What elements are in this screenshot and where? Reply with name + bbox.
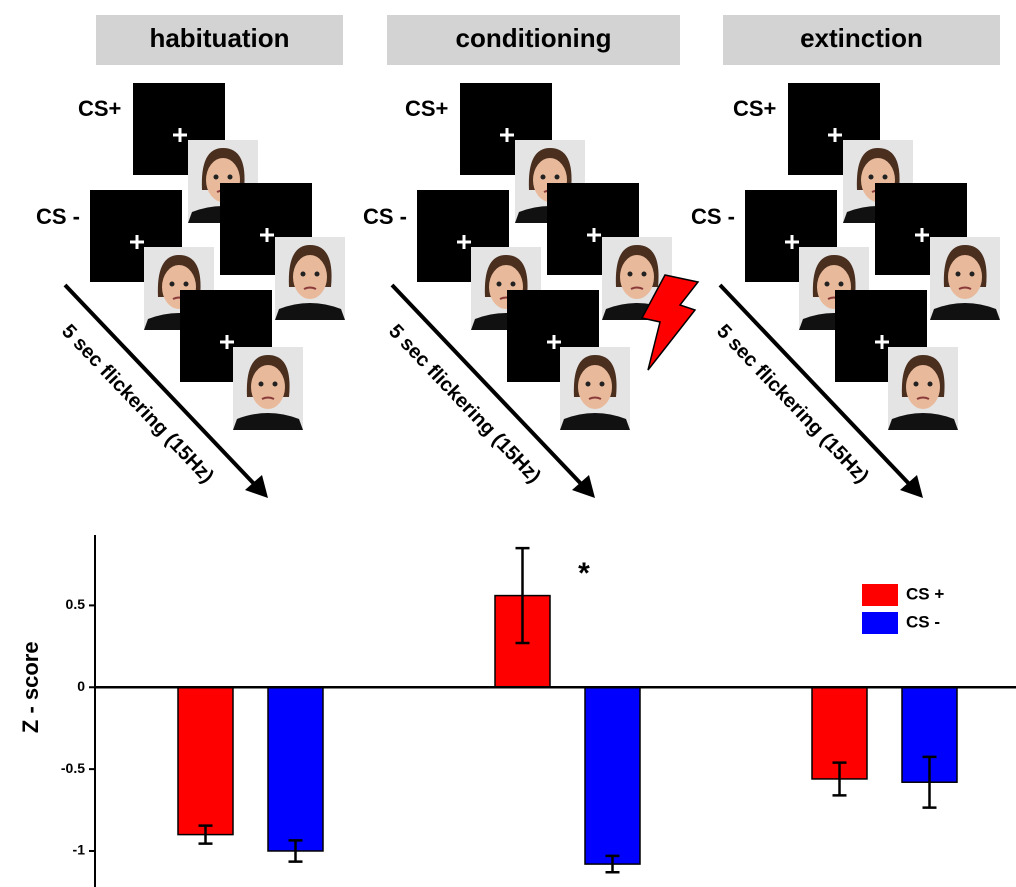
fixation-cross [173, 128, 187, 142]
bar [177, 686, 234, 836]
arrow-head [900, 475, 923, 498]
eye [824, 281, 830, 287]
face [293, 255, 327, 299]
eye [838, 281, 844, 287]
eye [496, 281, 502, 287]
error-bar [515, 546, 530, 645]
panel-title-bar [723, 15, 1000, 65]
shirt [275, 303, 345, 320]
time-arrow [390, 283, 587, 490]
panel-title-bar [387, 15, 680, 65]
legend-label: CS - [906, 612, 940, 631]
arrow-head [572, 475, 595, 498]
shirt [930, 303, 1000, 320]
arrow-head [245, 475, 268, 498]
cs-plus-label: CS+ [733, 96, 776, 121]
fixation-cross [587, 228, 601, 242]
fixation-cross [875, 335, 889, 349]
mouth [958, 286, 972, 290]
y-tick-label: 0.5 [66, 596, 86, 612]
fixation-cross [785, 235, 799, 249]
time-arrow [63, 283, 260, 490]
face [906, 365, 940, 409]
eye [599, 381, 605, 387]
shirt [888, 413, 958, 430]
cs-minus-label: CS - [363, 204, 407, 229]
panel-title: extinction [800, 23, 923, 53]
legend-swatch [862, 612, 898, 634]
shirt [233, 413, 303, 430]
y-tick-label: 0 [77, 678, 85, 694]
eye [969, 271, 975, 277]
fixation-cross [828, 128, 842, 142]
cs-minus-label: CS - [691, 204, 735, 229]
eye [510, 281, 516, 287]
error-bar [605, 854, 620, 874]
y-tick-label: -1 [73, 842, 86, 858]
eye [913, 381, 919, 387]
bar [267, 686, 324, 852]
fixation-cross [130, 235, 144, 249]
error-bar [832, 761, 847, 797]
bar [584, 686, 641, 865]
eye [540, 174, 546, 180]
eye [955, 271, 961, 277]
eye [272, 381, 278, 387]
face [578, 365, 612, 409]
mouth [303, 286, 317, 290]
face [948, 255, 982, 299]
cs-plus-label: CS+ [405, 96, 448, 121]
face [251, 365, 285, 409]
eye [641, 271, 647, 277]
eye [627, 271, 633, 277]
mouth [916, 396, 930, 400]
time-arrow [718, 283, 915, 490]
fixation-cross [220, 335, 234, 349]
error-bar [198, 824, 213, 845]
eye [300, 271, 306, 277]
face [620, 255, 654, 299]
fixation-cross [547, 335, 561, 349]
mouth [630, 286, 644, 290]
eye [868, 174, 874, 180]
fixation-cross [500, 128, 514, 142]
fixation-cross [915, 228, 929, 242]
eye [554, 174, 560, 180]
y-axis-title: Z - score [18, 641, 43, 733]
shirt [560, 413, 630, 430]
fixation-cross [260, 228, 274, 242]
fixation-cross [457, 235, 471, 249]
eye [258, 381, 264, 387]
eye [314, 271, 320, 277]
error-bar [288, 839, 303, 863]
significance-marker: * [578, 557, 590, 590]
mouth [588, 396, 602, 400]
panel-title: habituation [149, 23, 289, 53]
eye [213, 174, 219, 180]
shock-bolt [640, 274, 700, 371]
eye [169, 281, 175, 287]
eye [882, 174, 888, 180]
cs-plus-label: CS+ [78, 96, 121, 121]
panel-title-bar [96, 15, 343, 65]
y-tick-label: -0.5 [61, 760, 85, 776]
panel-title: conditioning [456, 23, 612, 53]
mouth [261, 396, 275, 400]
error-bar [922, 755, 937, 809]
legend-label: CS + [906, 584, 944, 603]
eye [227, 174, 233, 180]
eye [927, 381, 933, 387]
eye [183, 281, 189, 287]
legend-swatch [862, 584, 898, 606]
eye [585, 381, 591, 387]
cs-minus-label: CS - [36, 204, 80, 229]
